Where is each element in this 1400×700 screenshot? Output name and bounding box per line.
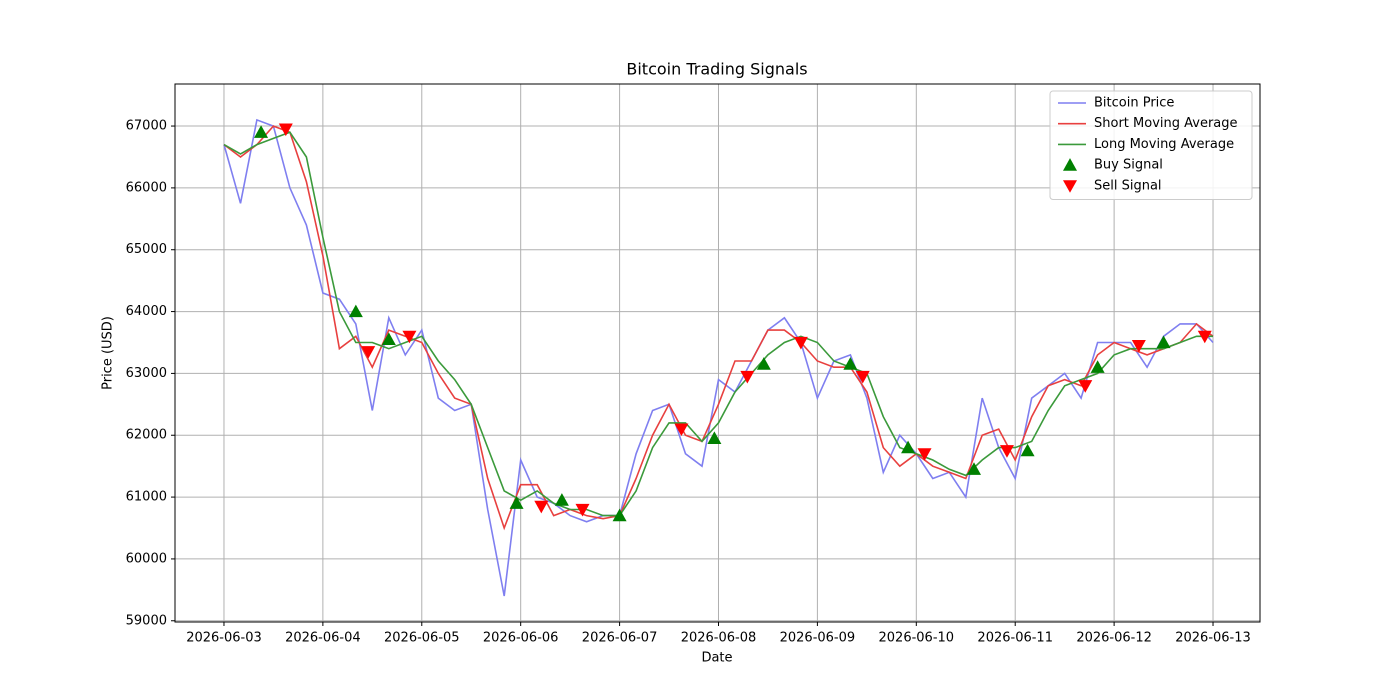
x-tick-label: 2026-06-04 [285,631,361,646]
signal-marker [381,332,396,345]
x-tick-label: 2026-06-06 [483,631,559,646]
x-axis-label: Date [701,651,732,666]
legend: Bitcoin Price Short Moving Average Long Mo… [1049,90,1253,200]
x-tick-label: 2026-06-10 [879,631,955,646]
series-line [223,125,1214,531]
legend-swatch [1063,158,1077,171]
signal-marker [674,423,689,437]
y-tick-label: 61000 [126,490,167,505]
signal-marker [855,370,870,384]
x-tick-label: 2026-06-13 [1175,631,1251,646]
y-axis-label: Price (USD) [101,316,116,390]
chart-title: Bitcoin Trading Signals [626,60,807,79]
legend-label: Long Moving Average [1094,137,1234,152]
signal-marker [999,445,1014,458]
series-line [223,131,1213,517]
signal-marker [793,336,808,350]
x-tick-label: 2026-06-11 [977,631,1053,646]
signal-marker [361,346,376,359]
signal-marker [1020,443,1035,457]
signal-marker [917,448,932,461]
signal-marker [575,503,590,517]
signal-marker [901,440,916,454]
signal-marker [1156,335,1171,349]
signal-marker [534,500,549,514]
signal-marker [707,431,722,444]
signal-marker [1078,380,1093,393]
y-tick-label: 66000 [126,180,167,195]
legend-label: Short Moving Average [1094,116,1238,131]
signal-marker [1131,339,1146,353]
signal-marker [843,357,858,370]
signal-marker [348,304,363,318]
signal-marker [554,493,569,506]
signal-marker [612,508,627,522]
signal-marker [967,462,982,475]
y-tick-label: 60000 [126,551,167,566]
x-tick-label: 2026-06-07 [582,631,658,646]
legend-label: Bitcoin Price [1094,96,1174,111]
y-tick-label: 59000 [126,613,167,628]
signal-marker [756,357,771,370]
y-tick-label: 63000 [126,366,167,381]
signal-marker [740,370,755,384]
y-tick-label: 64000 [126,304,167,319]
signal-marker [402,330,417,344]
x-tick-label: 2026-06-09 [780,631,856,646]
x-tick-label: 2026-06-05 [384,631,460,646]
x-tick-label: 2026-06-12 [1076,631,1152,646]
x-tick-label: 2026-06-03 [186,631,262,646]
plot-frame [174,83,1261,623]
y-tick-label: 65000 [126,242,167,257]
signal-marker [509,496,524,509]
x-tick-label: 2026-06-08 [681,631,757,646]
y-tick-label: 67000 [126,119,167,134]
legend-label: Buy Signal [1094,158,1163,173]
signal-marker [1090,360,1105,373]
signal-marker [1197,330,1212,344]
signal-marker [278,123,293,137]
legend-swatch [1063,180,1077,193]
y-tick-label: 62000 [126,428,167,443]
legend-box [1049,90,1253,200]
signal-marker [254,125,269,138]
legend-label: Sell Signal [1094,178,1162,193]
